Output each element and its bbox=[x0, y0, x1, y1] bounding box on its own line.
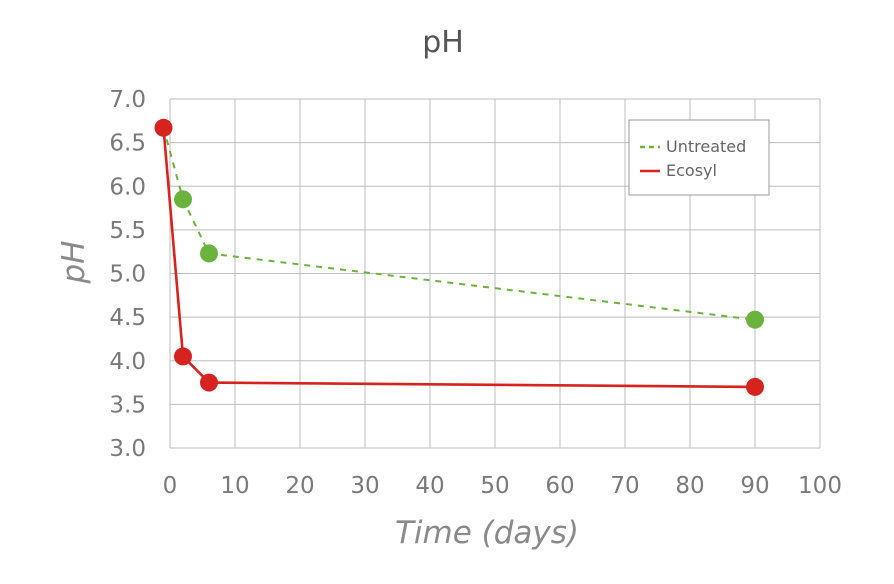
series-line-ecosyl bbox=[162, 127, 756, 389]
x-tick-label: 20 bbox=[285, 473, 314, 499]
x-axis-label: Time (days) bbox=[395, 515, 579, 551]
x-tick-label: 30 bbox=[350, 473, 379, 499]
x-tick-label: 10 bbox=[220, 473, 249, 499]
data-point-ecosyl bbox=[200, 373, 218, 392]
data-point-untreated bbox=[746, 310, 764, 329]
y-tick-label: 7.0 bbox=[109, 87, 146, 113]
x-tick-label: 100 bbox=[798, 473, 842, 499]
tick-labels: 0 10 20 30 40 50 60 70 80 90 100 7.0 6.5 6.0 5.5 5.0 4.5… bbox=[109, 87, 842, 499]
y-tick-label: 3.5 bbox=[109, 392, 146, 418]
x-tick-label: 90 bbox=[740, 473, 769, 499]
y-tick-label: 4.0 bbox=[109, 349, 146, 375]
legend-box bbox=[628, 119, 770, 196]
x-tick-label: 70 bbox=[610, 473, 639, 499]
data-point-ecosyl bbox=[746, 377, 764, 396]
x-tick-label: 80 bbox=[675, 473, 704, 499]
data-point-ecosyl bbox=[174, 347, 192, 366]
legend-label-ecosyl: Ecosyl bbox=[666, 161, 717, 180]
series-line-untreated bbox=[182, 198, 756, 321]
legend-label-untreated: Untreated bbox=[666, 137, 746, 156]
y-tick-label: 3.0 bbox=[109, 436, 146, 462]
x-tick-label: 50 bbox=[480, 473, 509, 499]
data-point-ecosyl bbox=[154, 118, 173, 137]
data-point-untreated bbox=[200, 244, 218, 263]
y-tick-label: 6.0 bbox=[109, 174, 146, 200]
y-tick-label: 5.5 bbox=[109, 218, 146, 244]
x-tick-label: 0 bbox=[163, 473, 178, 499]
series bbox=[154, 118, 764, 396]
x-tick-label: 40 bbox=[415, 473, 444, 499]
y-tick-label: 4.5 bbox=[109, 305, 146, 331]
legend: Untreated Ecosyl bbox=[628, 119, 770, 196]
chart-title: pH bbox=[422, 25, 464, 60]
data-point-untreated bbox=[174, 190, 192, 209]
y-axis-label: pH bbox=[56, 241, 92, 285]
y-tick-label: 6.5 bbox=[109, 131, 146, 157]
y-tick-label: 5.0 bbox=[109, 262, 146, 288]
x-tick-label: 60 bbox=[545, 473, 574, 499]
series-line-untreated-start bbox=[162, 127, 184, 200]
